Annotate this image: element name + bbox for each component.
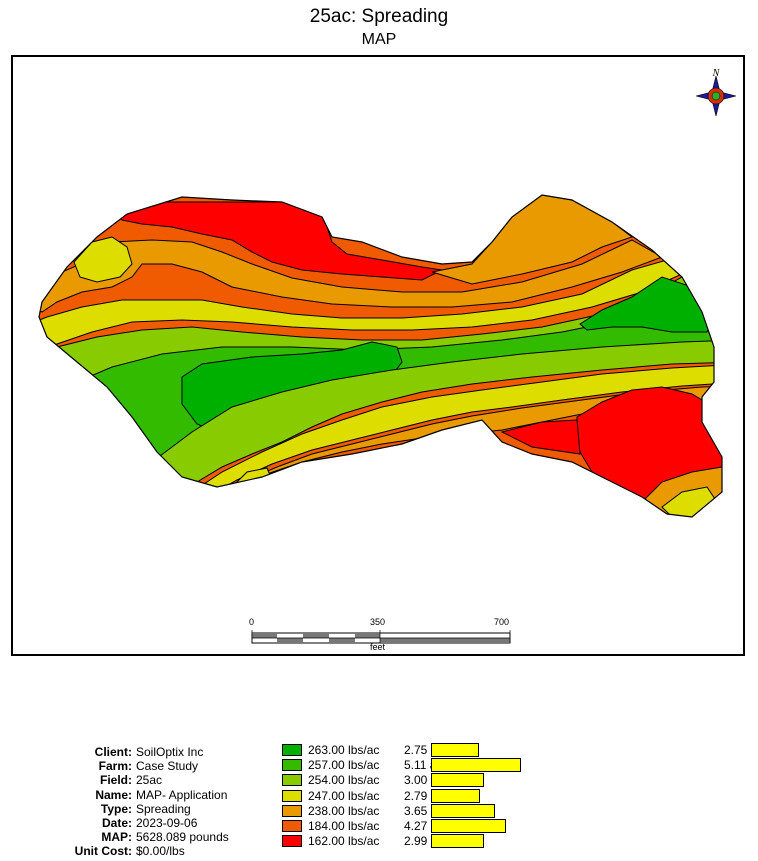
info-row-type: Type: Spreading <box>100 801 191 816</box>
zone-162-s[interactable] <box>500 419 581 455</box>
legend-swatch <box>282 789 302 802</box>
legend-rate: 238.00 lbs/ac <box>308 803 380 818</box>
info-row-unit-cost: Unit Cost: $0.00/lbs <box>74 844 185 859</box>
legend-rate: 254.00 lbs/ac <box>308 773 380 788</box>
legend-swatch <box>282 804 302 817</box>
scale-bar <box>251 630 511 644</box>
info-row-map: MAP: 5628.089 pounds <box>101 830 229 845</box>
svg-text:N: N <box>712 68 721 79</box>
legend-area-bar <box>431 758 521 773</box>
info-row-field: Field: 25ac <box>100 773 163 788</box>
legend-area-bar <box>431 743 480 757</box>
scale-label-0: 0 <box>249 617 255 627</box>
legend-rate: 162.00 lbs/ac <box>308 834 380 849</box>
zone-238-band[interactable] <box>22 239 664 313</box>
field-boundary <box>38 194 723 518</box>
legend-rate: 247.00 lbs/ac <box>308 788 380 803</box>
legend-rate: 184.00 lbs/ac <box>308 818 380 833</box>
legend-area-bar <box>431 818 507 833</box>
zone-162[interactable] <box>111 201 444 281</box>
legend-area-bar <box>431 773 484 788</box>
legend-area-bar <box>431 788 481 803</box>
info-row-client: Client: SoilOptix Inc <box>94 745 204 759</box>
info-row-farm: Farm: Case Study <box>98 759 199 774</box>
legend-rate: 257.00 lbs/ac <box>308 758 380 773</box>
map-frame[interactable]: N <box>11 55 745 656</box>
zone-254-south[interactable] <box>151 339 742 483</box>
map-subtitle: MAP <box>361 31 397 48</box>
map-info: Client: SoilOptix Inc Farm: Case Study Fie… <box>0 745 240 859</box>
legend-swatch <box>282 744 302 756</box>
legend-area-bar <box>431 834 484 849</box>
field-map[interactable]: N <box>13 57 743 654</box>
scale-unit: feet <box>370 642 386 652</box>
info-row-name: Name: MAP- Application <box>95 787 228 802</box>
scale-label-700: 700 <box>494 617 510 627</box>
legend-swatch <box>282 774 302 787</box>
zone-247-nw[interactable] <box>73 236 133 283</box>
map-title: 25ac: Spreading <box>309 6 449 27</box>
compass-icon: N <box>695 68 737 117</box>
legend-swatch <box>282 819 302 832</box>
legend-rate: 263.00 lbs/ac <box>308 743 380 757</box>
application-zones <box>22 195 742 517</box>
info-row-date: Date: 2023-09-06 <box>101 815 198 830</box>
scale-label-350: 350 <box>370 617 386 627</box>
legend-area-bar <box>431 803 496 818</box>
legend-swatch <box>282 835 302 848</box>
legend-swatch <box>282 759 302 772</box>
